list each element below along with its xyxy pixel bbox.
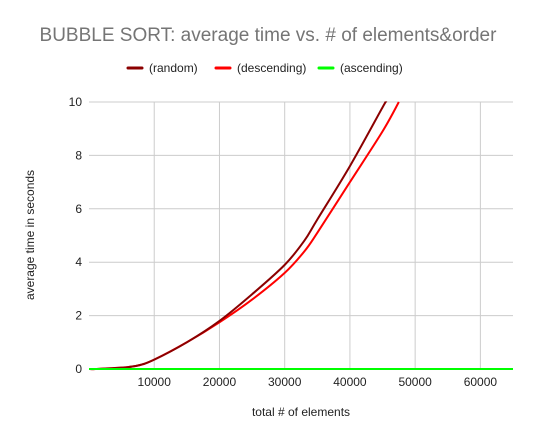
- y-tick-label: 10: [69, 95, 83, 109]
- y-axis-title: average time in seconds: [23, 170, 37, 300]
- tick-labels: 0 2 4 6 8 10 10000 20000 30000 40000 50000 60000: [69, 95, 498, 389]
- x-tick-label: 60000: [464, 375, 498, 389]
- x-tick-label: 50000: [398, 375, 432, 389]
- y-tick-label: 8: [75, 148, 82, 162]
- y-tick-label: 0: [75, 362, 82, 376]
- gridlines: [89, 101, 513, 369]
- x-tick-label: 10000: [138, 375, 172, 389]
- series-line-random: [89, 101, 388, 371]
- y-tick-label: 2: [75, 309, 82, 323]
- x-tick-label: 20000: [203, 375, 237, 389]
- legend-label: (descending): [237, 61, 306, 75]
- chart-title: BUBBLE SORT: average time vs. # of eleme…: [40, 25, 498, 46]
- legend-label: (random): [149, 61, 198, 75]
- y-tick-label: 6: [75, 202, 82, 216]
- x-axis-title: total # of elements: [252, 405, 350, 419]
- x-tick-label: 30000: [268, 375, 302, 389]
- legend-label: (ascending): [340, 61, 403, 75]
- series-line-descending: [89, 101, 400, 371]
- legend: (random) (descending) (ascending): [126, 61, 403, 75]
- y-tick-label: 4: [75, 255, 82, 269]
- x-tick-label: 40000: [333, 375, 367, 389]
- series-layer: [89, 101, 513, 371]
